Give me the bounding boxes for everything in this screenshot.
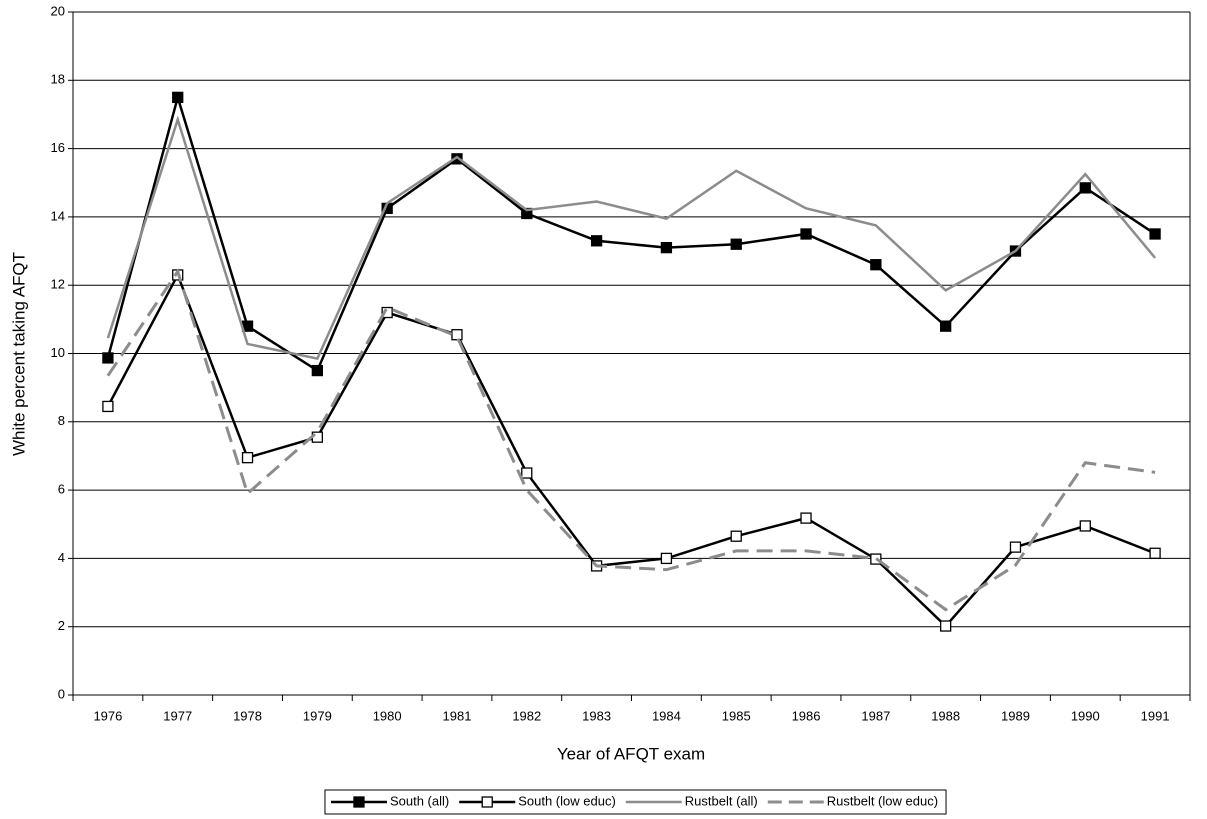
x-axis-title: Year of AFQT exam — [557, 744, 705, 763]
y-tick-label: 8 — [58, 413, 65, 428]
x-tick-label: 1978 — [233, 708, 262, 723]
marker — [311, 364, 323, 377]
y-tick-label: 20 — [51, 3, 65, 18]
legend-label: South (all) — [390, 793, 449, 808]
marker — [381, 306, 393, 319]
marker — [521, 207, 533, 220]
y-tick-label: 16 — [51, 140, 65, 155]
legend-marker — [481, 796, 493, 808]
legend-label: South (low educ) — [518, 793, 616, 808]
x-tick-label: 1989 — [1001, 708, 1030, 723]
marker — [1079, 182, 1091, 194]
marker — [451, 153, 463, 165]
x-tick-label: 1984 — [652, 708, 681, 723]
marker — [660, 552, 673, 565]
marker — [1149, 547, 1161, 559]
x-tick-label: 1985 — [722, 708, 751, 723]
y-tick-label: 6 — [58, 482, 65, 497]
legend-marker — [353, 796, 365, 808]
y-tick-label: 18 — [51, 72, 65, 87]
x-tick-label: 1980 — [373, 708, 402, 723]
x-tick-label: 1986 — [792, 708, 821, 723]
x-tick-label: 1987 — [861, 708, 890, 723]
x-tick-label: 1983 — [582, 708, 611, 723]
marker — [521, 467, 533, 479]
x-tick-label: 1977 — [163, 708, 192, 723]
marker — [800, 512, 812, 524]
marker — [800, 228, 812, 240]
x-tick-label: 1981 — [443, 708, 472, 723]
legend-label: Rustbelt (all) — [685, 793, 758, 808]
x-tick-label: 1982 — [512, 708, 541, 723]
marker — [102, 352, 114, 364]
marker — [1149, 228, 1161, 240]
marker — [730, 530, 742, 542]
series-line — [106, 268, 1156, 612]
y-tick-label: 0 — [58, 686, 65, 701]
y-tick-label: 12 — [51, 277, 65, 292]
series-line — [106, 271, 1156, 628]
marker — [241, 452, 254, 464]
x-tick-label: 1976 — [93, 708, 122, 723]
marker — [1079, 520, 1091, 532]
y-tick-label: 14 — [51, 208, 65, 223]
y-axis-title: White percent taking AFQT — [9, 252, 28, 456]
marker — [1009, 541, 1022, 553]
marker — [102, 400, 114, 413]
x-tick-label: 1979 — [303, 708, 332, 723]
x-tick-label: 1988 — [931, 708, 960, 723]
marker — [730, 238, 742, 250]
marker — [451, 329, 463, 341]
series-line — [106, 92, 1156, 373]
y-tick-label: 4 — [58, 550, 65, 565]
marker — [660, 241, 673, 254]
series-line — [106, 115, 1157, 361]
y-tick-label: 2 — [58, 618, 65, 633]
x-tick-label: 1990 — [1071, 708, 1100, 723]
marker — [590, 235, 603, 247]
y-tick-label: 10 — [51, 345, 65, 360]
legend-label: Rustbelt (low educ) — [827, 793, 938, 808]
marker — [172, 91, 184, 104]
x-tick-label: 1991 — [1141, 708, 1170, 723]
marker — [870, 259, 882, 271]
marker — [940, 320, 952, 332]
legend: South (all) South (low educ) Rustbelt (all… — [324, 789, 947, 815]
marker — [940, 620, 952, 632]
